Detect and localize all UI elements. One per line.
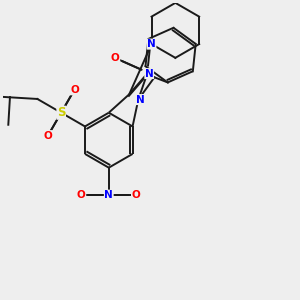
Text: N: N [147, 39, 156, 49]
Text: N: N [145, 69, 154, 79]
Text: S: S [57, 106, 65, 119]
Text: O: O [44, 130, 52, 141]
Text: O: O [132, 190, 141, 200]
Text: O: O [77, 190, 86, 200]
Text: O: O [70, 85, 79, 95]
Text: O: O [111, 53, 120, 63]
Text: N: N [104, 190, 113, 200]
Text: N: N [136, 94, 145, 105]
